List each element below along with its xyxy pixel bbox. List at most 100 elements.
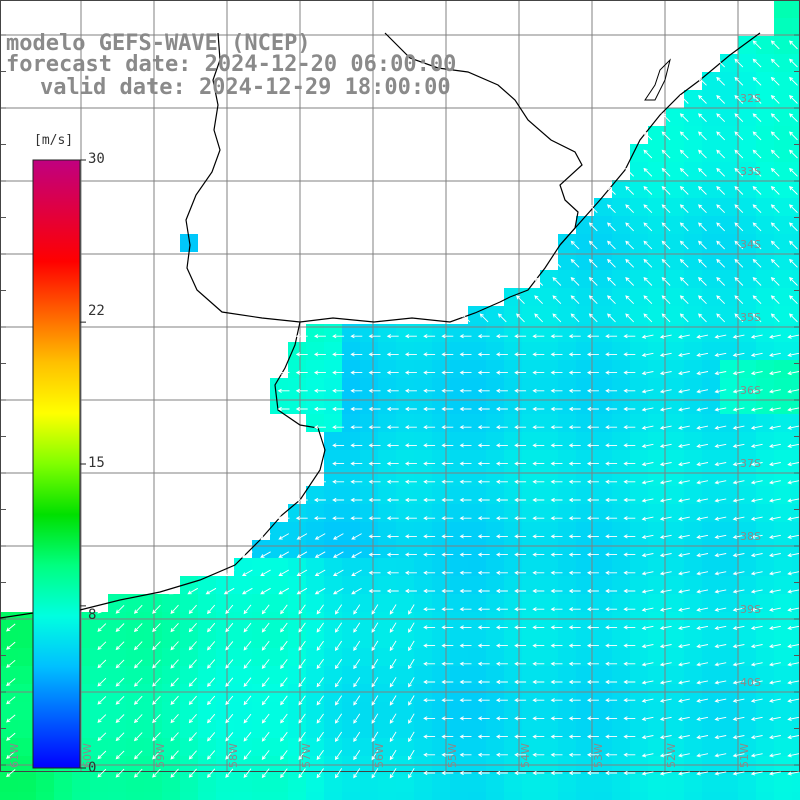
- wind-arrow: [625, 167, 635, 177]
- wind-cell: [90, 666, 108, 684]
- wind-cell: [234, 702, 252, 720]
- wind-arrow: [586, 406, 599, 412]
- wind-arrow: [769, 753, 781, 758]
- wind-cell: [486, 378, 504, 396]
- wind-cell: [396, 540, 414, 558]
- wind-cell: [792, 90, 800, 108]
- wind-cell: [774, 252, 792, 270]
- wind-arrow: [659, 389, 672, 394]
- wind-arrow: [495, 716, 508, 721]
- wind-arrow: [386, 406, 399, 412]
- wind-arrow: [605, 425, 618, 430]
- wind-arrow: [696, 553, 709, 558]
- wind-arrow: [641, 352, 654, 357]
- wind-cell: [198, 720, 216, 738]
- wind-arrow: [298, 731, 306, 742]
- wind-cell: [792, 306, 800, 324]
- colorbar-tick-8: 8: [88, 607, 97, 623]
- wind-arrow: [206, 604, 216, 615]
- wind-arrow: [641, 680, 654, 685]
- wind-cell: [576, 234, 594, 252]
- wind-arrow: [115, 604, 125, 614]
- wind-arrow: [298, 622, 306, 633]
- wind-cell: [324, 558, 342, 576]
- lon-label: 59W: [154, 743, 167, 768]
- wind-arrow: [206, 695, 216, 706]
- wind-arrow: [607, 204, 616, 214]
- wind-cell: [630, 360, 648, 378]
- wind-cell: [666, 486, 684, 504]
- wind-cell: [666, 792, 684, 800]
- wind-cell: [252, 648, 270, 666]
- wind-arrow: [532, 588, 545, 594]
- wind-arrow: [459, 770, 472, 776]
- wind-arrow: [351, 587, 362, 595]
- wind-cell: [558, 396, 576, 414]
- wind-cell: [522, 630, 540, 648]
- lon-label: 55W: [446, 743, 459, 768]
- wind-cell: [108, 702, 126, 720]
- wind-cell: [720, 702, 738, 720]
- wind-cell: [540, 648, 558, 666]
- wind-arrow: [6, 696, 16, 705]
- wind-cell: [522, 702, 540, 720]
- wind-arrow: [787, 735, 800, 740]
- wind-arrow: [714, 607, 727, 612]
- wind-cell: [486, 486, 504, 504]
- wind-arrow: [752, 76, 762, 86]
- wind-cell: [720, 792, 738, 800]
- wind-cell: [612, 792, 630, 800]
- wind-cell: [486, 504, 504, 522]
- wind-arrow: [459, 661, 472, 666]
- wind-cell: [432, 360, 450, 378]
- wind-cell: [342, 702, 360, 720]
- wind-arrow: [532, 497, 545, 503]
- wind-arrow: [716, 295, 726, 305]
- wind-arrow: [641, 553, 654, 558]
- wind-cell: [594, 252, 612, 270]
- wind-arrow: [423, 425, 436, 430]
- wind-arrow: [659, 334, 672, 339]
- wind-cell: [774, 666, 792, 684]
- wind-arrow: [623, 425, 636, 430]
- wind-arrow: [586, 516, 599, 521]
- wind-cell: [540, 306, 558, 324]
- wind-arrow: [423, 534, 436, 539]
- wind-cell: [738, 576, 756, 594]
- wind-cell: [522, 486, 540, 504]
- wind-arrow: [97, 768, 107, 778]
- wind-cell: [108, 774, 126, 792]
- wind-arrow: [459, 516, 472, 521]
- wind-arrow: [532, 479, 545, 484]
- wind-arrow: [769, 334, 781, 339]
- wind-cell: [774, 774, 792, 792]
- wind-cell: [576, 432, 594, 450]
- wind-cell: [378, 540, 396, 558]
- wind-arrow: [661, 113, 671, 123]
- wind-arrow: [241, 587, 253, 595]
- wind-cell: [504, 702, 522, 720]
- wind-arrow: [514, 588, 527, 594]
- wind-cell: [612, 288, 630, 306]
- wind-arrow: [605, 370, 618, 375]
- wind-cell: [756, 558, 774, 576]
- wind-cell: [198, 612, 216, 630]
- wind-cell: [666, 378, 684, 396]
- wind-arrow: [568, 716, 581, 721]
- wind-arrow: [750, 498, 763, 503]
- wind-arrow: [280, 695, 288, 706]
- wind-cell: [522, 774, 540, 792]
- wind-arrow: [350, 388, 363, 393]
- wind-arrow: [514, 643, 527, 648]
- wind-cell: [144, 720, 162, 738]
- wind-arrow: [495, 752, 508, 757]
- wind-arrow: [441, 588, 454, 594]
- wind-arrow: [353, 640, 361, 651]
- wind-cell: [378, 792, 396, 800]
- wind-arrow: [261, 768, 270, 779]
- wind-arrow: [495, 570, 508, 575]
- wind-cell: [630, 288, 648, 306]
- wind-cell: [234, 738, 252, 756]
- wind-arrow: [97, 732, 107, 742]
- wind-arrow: [316, 677, 324, 688]
